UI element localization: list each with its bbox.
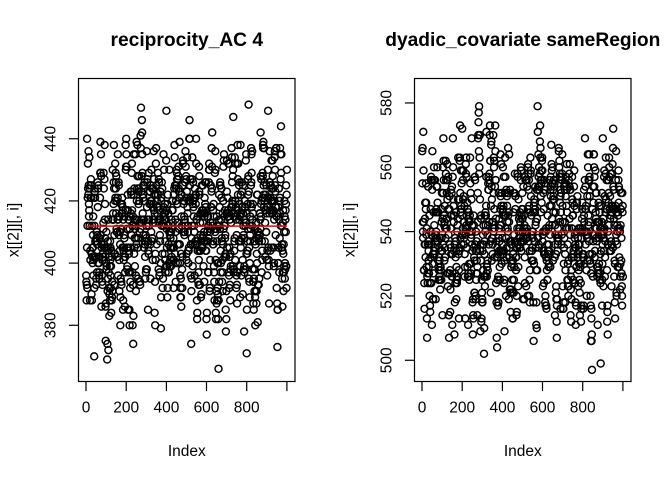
svg-text:200: 200 [113, 400, 139, 417]
svg-text:420: 420 [43, 188, 60, 214]
svg-text:600: 600 [194, 400, 220, 417]
svg-text:200: 200 [449, 400, 475, 417]
svg-text:Index: Index [168, 443, 206, 460]
svg-text:x[[2]][, i]: x[[2]][, i] [6, 203, 23, 257]
svg-text:520: 520 [379, 283, 396, 309]
svg-text:800: 800 [570, 400, 596, 417]
svg-text:560: 560 [379, 154, 396, 180]
svg-text:500: 500 [379, 347, 396, 373]
svg-text:400: 400 [43, 250, 60, 276]
svg-text:400: 400 [489, 400, 515, 417]
svg-text:440: 440 [43, 125, 60, 151]
svg-text:0: 0 [418, 400, 427, 417]
svg-text:600: 600 [530, 400, 556, 417]
svg-text:580: 580 [379, 90, 396, 116]
svg-text:reciprocity_AC 4: reciprocity_AC 4 [111, 30, 264, 51]
svg-text:x[[2]][, i]: x[[2]][, i] [342, 203, 359, 257]
svg-text:Index: Index [504, 443, 542, 460]
svg-text:540: 540 [379, 218, 396, 244]
svg-text:dyadic_covariate sameRegion: dyadic_covariate sameRegion [385, 30, 660, 51]
svg-text:400: 400 [153, 400, 179, 417]
svg-text:0: 0 [82, 400, 91, 417]
svg-text:380: 380 [43, 312, 60, 338]
svg-text:800: 800 [234, 400, 260, 417]
